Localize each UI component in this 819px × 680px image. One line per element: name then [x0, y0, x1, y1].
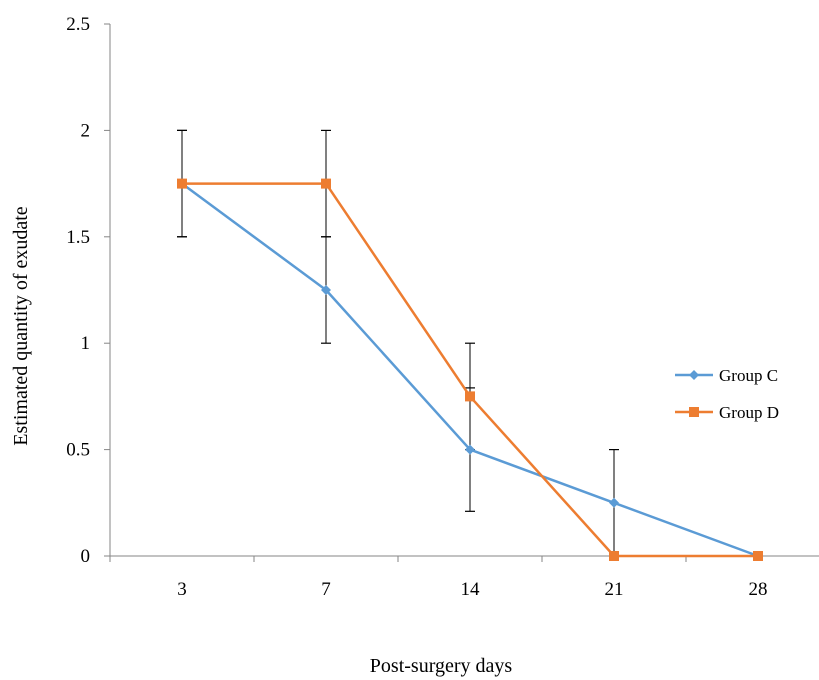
data-point [609, 551, 619, 561]
legend-item: Group C [675, 366, 778, 385]
y-tick-label: 0 [81, 546, 91, 567]
data-point [465, 444, 475, 455]
x-tick-label: 14 [461, 579, 481, 600]
data-point [177, 178, 187, 189]
legend-label: Group C [719, 366, 778, 385]
legend-marker [689, 370, 699, 380]
y-axis-title: Estimated quantity of exudate [10, 206, 32, 445]
legend-item: Group D [675, 403, 779, 422]
y-tick-label: 2 [81, 120, 91, 141]
error-bars [177, 129, 619, 557]
y-tick-label: 1.5 [66, 227, 90, 248]
x-tick-label: 3 [177, 579, 187, 600]
x-axis-title: Post-surgery days [370, 655, 513, 677]
legend-marker [689, 407, 699, 417]
x-tick-label: 7 [321, 579, 331, 600]
data-point [465, 391, 475, 402]
data-point [609, 497, 619, 508]
legend: Group C Group D [675, 366, 779, 422]
y-tick-label: 0.5 [66, 440, 90, 461]
y-tick-label: 2.5 [66, 14, 90, 35]
data-point [321, 285, 331, 295]
x-tick-label: 28 [749, 579, 768, 600]
legend-label: Group D [719, 403, 779, 422]
series-group [177, 178, 763, 561]
y-tick-label: 1 [81, 333, 91, 354]
axes: 0 0.5 1 1.5 2 2.5 3 7 14 21 28 [66, 14, 819, 600]
data-point [321, 178, 331, 189]
data-point [753, 551, 763, 561]
x-tick-label: 21 [605, 579, 624, 600]
